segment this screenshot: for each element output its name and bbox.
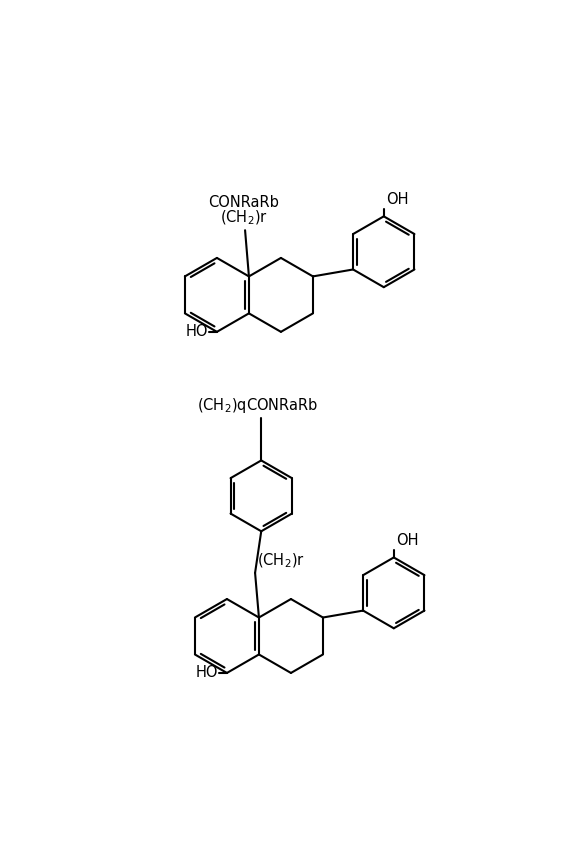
- Text: (CH$_2$)r: (CH$_2$)r: [220, 209, 267, 227]
- Text: (CH$_2$)qCONRaRb: (CH$_2$)qCONRaRb: [197, 396, 318, 415]
- Text: OH: OH: [386, 192, 409, 207]
- Text: HO: HO: [185, 325, 208, 339]
- Text: (CH$_2$)r: (CH$_2$)r: [256, 552, 304, 570]
- Text: CONRaRb: CONRaRb: [208, 195, 279, 210]
- Text: OH: OH: [396, 533, 419, 548]
- Text: HO: HO: [195, 665, 218, 681]
